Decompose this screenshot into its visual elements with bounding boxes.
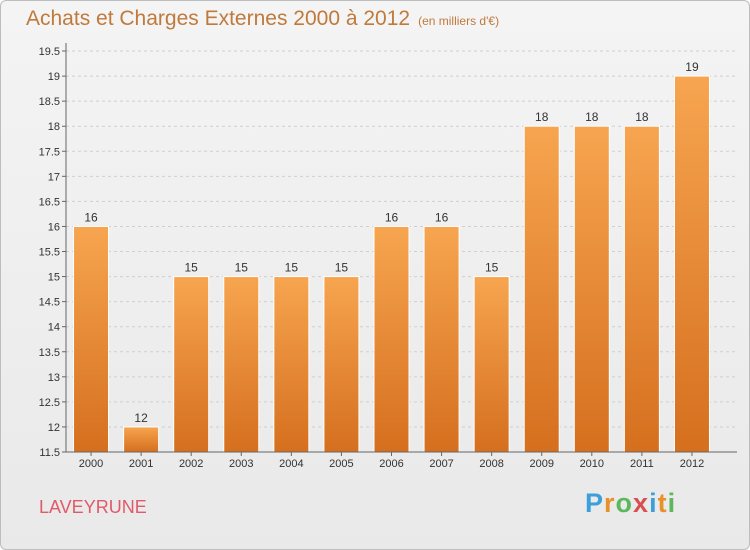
data-label-2007: 16 [435, 210, 449, 224]
bar-2006 [373, 225, 410, 453]
y-tick-label: 12 [48, 422, 60, 434]
y-tick-label: 17 [48, 171, 60, 183]
y-tick-label: 19 [48, 71, 60, 83]
x-tick-label: 2000 [79, 458, 103, 470]
y-tick-label: 14 [48, 322, 60, 334]
x-tick-label: 2010 [580, 458, 604, 470]
x-tick-label: 2012 [680, 458, 704, 470]
y-tick-label: 13.5 [39, 347, 60, 359]
x-tick-label: 2011 [630, 458, 654, 470]
y-tick-label: 15 [48, 272, 60, 284]
y-tick-label: 14.5 [39, 297, 60, 309]
bar-2002 [173, 276, 210, 453]
data-label-2010: 18 [585, 110, 599, 124]
data-label-2001: 12 [134, 411, 148, 425]
data-label-2000: 16 [84, 210, 98, 224]
y-tick-label: 19.5 [39, 46, 60, 58]
logo-letter: o [615, 488, 634, 518]
x-axis: 2000 2001 2002 2003 2004 2005 2006 2007 2008 2009… [66, 451, 737, 470]
x-tick-label: 2009 [529, 458, 553, 470]
bar-2008 [473, 276, 510, 453]
x-tick-label: 2006 [379, 458, 403, 470]
logo-letter: t [657, 488, 668, 518]
logo-letter: i [667, 488, 677, 518]
proxiti-logo[interactable]: Proxiti [585, 488, 676, 519]
y-tick-label: 16.5 [39, 196, 60, 208]
data-label-2002: 15 [185, 261, 199, 275]
x-tick-label: 2008 [479, 458, 503, 470]
bar-2009 [523, 125, 560, 453]
x-tick-label: 2007 [429, 458, 453, 470]
y-tick-label: 18 [48, 121, 60, 133]
data-label-2004: 15 [285, 261, 299, 275]
chart-title: Achats et Charges Externes 2000 à 2012 (e… [26, 7, 499, 31]
x-tick-label: 2001 [129, 458, 153, 470]
data-label-2006: 16 [385, 210, 399, 224]
bar-2000 [73, 225, 110, 453]
y-tick-label: 18.5 [39, 96, 60, 108]
data-label-2003: 15 [235, 261, 249, 275]
data-labels: 16 12 15 15 15 15 16 16 15 18 18 18 19 [84, 60, 699, 425]
chart-title-unit: (en milliers d'€) [418, 14, 500, 28]
bar-2005 [323, 276, 360, 453]
y-tick-label: 17.5 [39, 146, 60, 158]
x-tick-label: 2002 [179, 458, 203, 470]
bar-2010 [573, 125, 610, 453]
x-tick-label: 2005 [329, 458, 353, 470]
data-label-2011: 18 [635, 110, 649, 124]
commune-name: LAVEYRUNE [39, 497, 147, 517]
bar-2007 [423, 225, 460, 453]
logo-letter: P [585, 488, 605, 518]
y-tick-label: 12.5 [39, 397, 60, 409]
data-label-2005: 15 [335, 261, 349, 275]
x-tick-label: 2003 [229, 458, 253, 470]
logo-letter: x [633, 488, 650, 518]
logo-letter: r [604, 488, 616, 518]
data-label-2012: 19 [685, 60, 699, 74]
y-tick-label: 11.5 [39, 447, 60, 459]
y-axis: 11.5 12 12.5 13 13.5 14 14.5 15 15.5 16 16.5 17 17.5… [39, 43, 67, 459]
chart-title-main: Achats et Charges Externes 2000 à 2012 [26, 7, 411, 30]
bars [73, 75, 710, 453]
bar-2012 [673, 75, 710, 453]
data-label-2009: 18 [535, 110, 549, 124]
bar-2001 [123, 426, 160, 453]
data-label-2008: 15 [485, 261, 499, 275]
bar-2011 [623, 125, 660, 453]
bar-2003 [223, 276, 260, 453]
logo-letter: i [649, 488, 658, 518]
x-tick-label: 2004 [279, 458, 303, 470]
y-tick-label: 13 [48, 372, 60, 384]
bar-2004 [273, 276, 310, 453]
y-tick-label: 15.5 [39, 247, 60, 259]
y-tick-label: 16 [48, 221, 60, 233]
